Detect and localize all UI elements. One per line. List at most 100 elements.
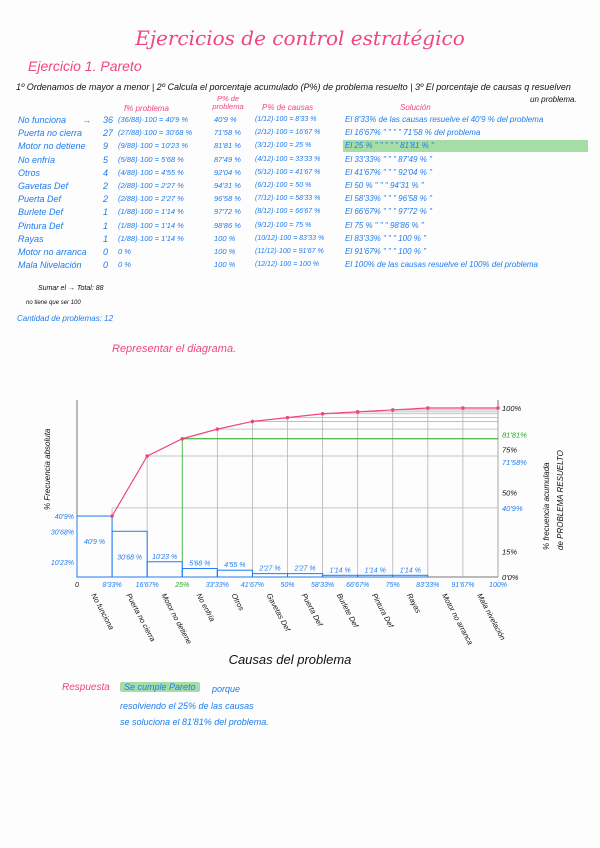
bar [181, 568, 218, 578]
bar [287, 573, 324, 578]
bar-label: 10'23 % [152, 554, 177, 561]
bar-label: 40'9 % [84, 539, 105, 546]
category-label: Motor no arranca [440, 592, 475, 647]
pct-problem: (2/88)·100 = 2'27 % [118, 181, 184, 190]
right-tick-label: 71'58% [502, 458, 527, 467]
pct-problem: 0 % [118, 260, 131, 270]
problem-count: 0 [103, 260, 109, 271]
bar-label: 1'14 % [330, 567, 351, 574]
answer-line-2: resolviendo el 25% de las causas [120, 701, 254, 711]
category-label: Pintura Def [370, 592, 396, 630]
cum-problem: 81'81 % [214, 141, 241, 151]
category-label: Burlete Def [335, 592, 361, 630]
pct-problem: (5/88)·100 = 5'68 % [118, 154, 184, 164]
cumulative-point [180, 436, 185, 441]
bar [216, 569, 253, 578]
cum-problem: 94'31 % [214, 181, 241, 190]
note-100: no tiene que ser 100 [26, 300, 81, 306]
pct-problem: (1/88)·100 = 1'14 % [118, 233, 184, 243]
category-label: Motor no detiene [159, 592, 193, 646]
solution: El 41'67% " " " 92'04 % " [345, 167, 432, 177]
category-label: Puerta no cierra [124, 592, 157, 643]
pct-causes: (1/12)·100 = 8'33 % [255, 116, 317, 123]
bar [76, 515, 113, 578]
category-label: Otros [230, 592, 247, 613]
cum-problem: 92'04 % [214, 167, 241, 177]
cumulative-point [390, 408, 395, 412]
header-cum-problem: P% de problema [212, 94, 244, 111]
pct-causes: (11/12)·100 = 91'67 % [255, 248, 324, 255]
cumulative-point [110, 514, 114, 518]
pct-problem: (1/88)·100 = 1'14 % [118, 220, 184, 230]
bar [392, 574, 429, 578]
pct-causes: (7/12)·100 = 58'33 % [255, 195, 321, 203]
problem-name: Pintura Def [18, 220, 64, 231]
right-axis-label-2: de PROBLEMA RESUELTO [556, 450, 565, 550]
cum-problem: 100 % [214, 233, 236, 243]
problem-count: 1 [103, 233, 109, 244]
pct-causes: (4/12)·100 = 33'33 % [255, 155, 321, 163]
problem-name: Puerta no cierra [18, 128, 83, 139]
header-solution: Solución [400, 103, 431, 112]
left-tick-label: 40'9% [55, 514, 74, 521]
problem-count: 2 [103, 194, 109, 205]
cumulative-point [215, 427, 220, 431]
x-axis-label: Causas del problema [229, 652, 352, 667]
answer-line-3: se soluciona el 81'81% del problema. [120, 717, 269, 727]
cumulative-point [355, 410, 360, 414]
instructions-cont: un problema. [530, 95, 577, 104]
cum-problem: 40'9 % [214, 115, 237, 124]
row-arrow: → [82, 115, 91, 125]
problem-name: Puerta Def [18, 194, 62, 205]
cum-problem: 98'86 % [214, 220, 241, 230]
x-tick-label: 100% [489, 582, 507, 589]
solution: El 8'33% de las causas resuelve el 40'9 … [345, 115, 544, 124]
cumulative-line [111, 407, 498, 517]
right-tick-label: 0'0% [502, 573, 519, 582]
x-tick-label: 33'33% [206, 582, 229, 589]
problem-count: 2 [103, 181, 109, 191]
category-label: No enfría [195, 592, 217, 623]
header-pct-causes: P% de causas [262, 103, 314, 112]
solution: El 50 % " " " 94'31 % " [345, 181, 424, 190]
problem-name: Otros [18, 167, 41, 178]
cumulative-point [250, 419, 255, 424]
right-tick-label: 100% [502, 404, 522, 413]
sum-note: Sumar el → Total: 88 [38, 285, 104, 292]
problem-count: 1 [103, 220, 109, 231]
page-title: Ejercicios de control estratégico [135, 26, 465, 50]
x-tick-label: 41'67% [241, 582, 264, 589]
problem-name: No enfría [18, 154, 56, 165]
pct-problem: (2/88)·100 = 2'27 % [118, 194, 184, 204]
pct-problem: (4/88)·100 = 4'55 % [118, 167, 184, 177]
pct-problem: 0 % [118, 247, 131, 256]
problem-name: Rayas [18, 233, 44, 244]
pct-causes: (6/12)·100 = 50 % [255, 182, 312, 189]
x-tick-label: 25% [174, 582, 189, 589]
bar [322, 574, 359, 578]
pct-causes: (8/12)·100 = 66'67 % [255, 208, 321, 216]
problem-count: 1 [103, 207, 109, 218]
cum-problem: 96'58 % [214, 194, 241, 204]
header-pct-problem: f% problema [124, 104, 169, 113]
answer-highlight: Se cumple Pareto [120, 682, 200, 692]
cum-problem: 87'49 % [214, 154, 241, 164]
pct-problem: (36/88)·100 = 40'9 % [118, 115, 189, 124]
solution: El 91'67% " " " 100 % " [345, 247, 426, 256]
cum-problem: 71'58 % [214, 128, 241, 138]
pct-problem: (27/88)·100 = 30'68 % [118, 128, 193, 138]
x-tick-label: 66'67% [346, 582, 369, 589]
bar [251, 573, 289, 578]
cumulative-point [461, 406, 465, 410]
problem-count: 5 [103, 154, 109, 165]
bar-label: 1'14 % [365, 567, 386, 574]
problem-name: Burlete Def [18, 207, 64, 218]
x-tick-label: 50% [280, 582, 294, 589]
x-tick-label: 8'33% [102, 582, 121, 589]
cumulative-point [320, 411, 325, 416]
problem-count: 36 [103, 115, 114, 125]
category-label: No funciona [89, 592, 116, 632]
category-label: Gavetas Def [265, 592, 293, 634]
exercise-title: Ejercicio 1. Pareto [28, 58, 142, 74]
